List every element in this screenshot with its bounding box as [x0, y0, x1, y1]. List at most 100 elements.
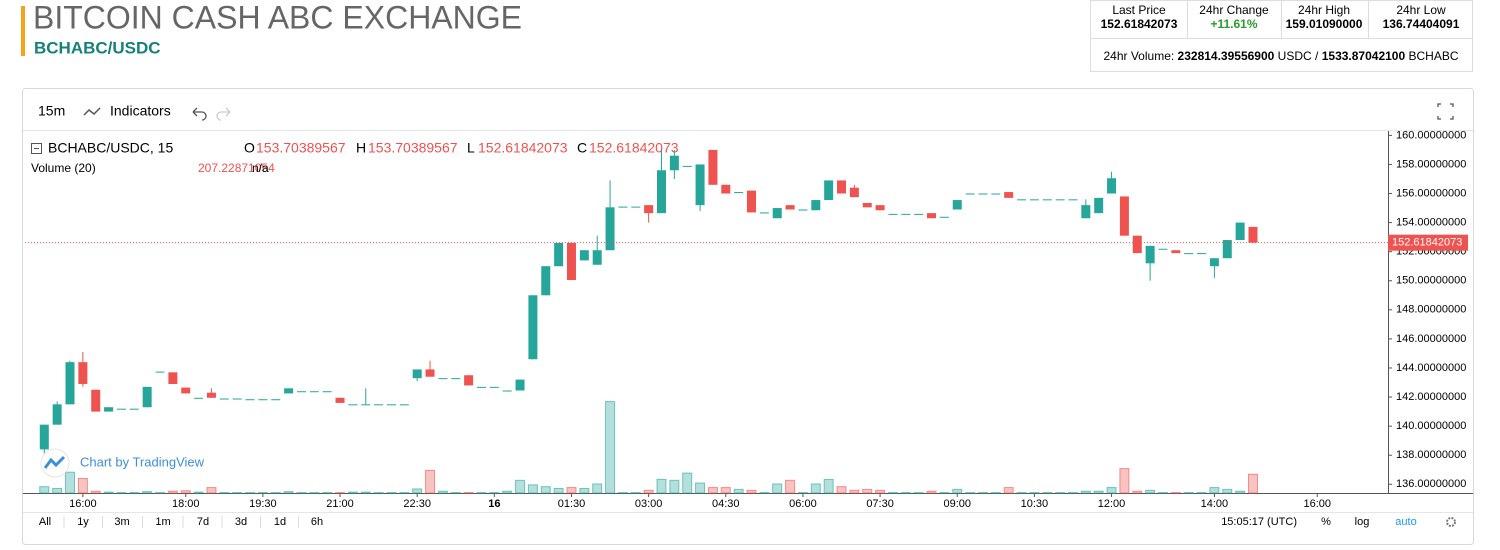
log-toggle[interactable]: log: [1355, 516, 1370, 528]
candle-body: [502, 390, 512, 392]
x-tick-label: 16: [488, 498, 500, 510]
y-tick-label: 160.00000000: [1396, 129, 1466, 141]
volume-bar: [412, 488, 423, 494]
candle-body: [875, 205, 885, 211]
volume-label: 24hr Volume:: [1103, 49, 1174, 63]
collapse-icon[interactable]: [31, 143, 42, 154]
volume-bar: [347, 491, 358, 494]
base-unit: BCHABC: [1408, 49, 1458, 63]
volume-bar: [682, 472, 693, 494]
percent-toggle[interactable]: %: [1321, 516, 1331, 528]
range-button[interactable]: 3d: [235, 516, 247, 528]
legend-ohlc-label: O: [244, 140, 255, 156]
candle-body: [258, 399, 268, 401]
legend-close: 152.61842073: [589, 140, 679, 156]
candle-body: [798, 209, 808, 211]
candle-body: [451, 378, 461, 380]
range-button[interactable]: 3m: [114, 516, 129, 528]
candle-body: [438, 378, 448, 380]
auto-toggle[interactable]: auto: [1395, 516, 1416, 528]
accent-bar: [21, 6, 25, 56]
candle-body: [515, 379, 525, 391]
settings-button[interactable]: [1446, 517, 1456, 527]
volume-bar: [810, 483, 821, 494]
candle-body: [1222, 240, 1232, 259]
range-button[interactable]: All: [39, 516, 51, 528]
y-tick-label: 150.00000000: [1396, 275, 1466, 287]
range-button[interactable]: 1y: [77, 516, 89, 528]
candle-body: [644, 205, 654, 214]
stat-value: +11.61%: [1210, 17, 1257, 31]
candle-body: [1235, 222, 1245, 241]
candle-body: [168, 372, 178, 384]
legend-ohlc-label: C: [577, 140, 587, 156]
candle-body: [78, 362, 88, 384]
candle-body: [901, 213, 911, 215]
range-button[interactable]: 7d: [197, 516, 209, 528]
candle-body: [309, 391, 319, 393]
range-button[interactable]: 1m: [155, 516, 170, 528]
candle-body: [888, 213, 898, 215]
volume-bar: [360, 491, 371, 494]
volume-bar: [52, 487, 63, 494]
volume-bar: [862, 488, 873, 494]
redo-button[interactable]: [216, 107, 231, 121]
volume-bar: [669, 479, 680, 494]
candle-body: [952, 200, 962, 210]
candle-body: [91, 389, 101, 412]
volume-bar: [849, 489, 860, 494]
watermark-logo: [43, 455, 66, 469]
candle-body: [734, 192, 744, 194]
volume-bar: [746, 489, 757, 494]
interval-button[interactable]: 15m: [38, 103, 65, 119]
volume-bar: [283, 491, 294, 494]
x-tick-label: 09:00: [943, 498, 971, 510]
y-tick-label: 144.00000000: [1396, 362, 1466, 374]
undo-button[interactable]: [192, 107, 207, 121]
volume-bar: [515, 479, 526, 494]
candle-body: [592, 250, 602, 265]
y-tick-label: 136.00000000: [1396, 478, 1466, 490]
volume-bar: [772, 483, 783, 494]
volume-bar: [1080, 490, 1091, 494]
legend-ohlc-label: H: [356, 140, 366, 156]
volume-bar: [823, 478, 834, 494]
candle-body: [1094, 197, 1104, 214]
y-tick-label: 138.00000000: [1396, 449, 1466, 461]
volume-bar: [785, 479, 796, 494]
candle-body: [785, 205, 795, 210]
watermark[interactable]: Chart by TradingView: [80, 454, 205, 469]
candle-body: [116, 408, 126, 410]
y-tick-label: 148.00000000: [1396, 304, 1466, 316]
candle-body: [361, 404, 371, 406]
volume-bar: [720, 487, 731, 494]
volume-bar: [1119, 468, 1130, 494]
volume-bar: [1003, 487, 1014, 494]
range-button[interactable]: 6h: [311, 516, 323, 528]
volume-bar: [643, 489, 654, 494]
volume-bar: [502, 490, 513, 494]
volume-bar: [1247, 473, 1258, 494]
candle-body: [991, 193, 1001, 195]
volume-bar: [605, 401, 616, 494]
candle-body: [155, 371, 165, 373]
candle-body: [605, 207, 615, 251]
candle-body: [669, 155, 679, 171]
base-volume: 1533.87042100: [1322, 49, 1406, 63]
chart-frame: [22, 88, 1474, 545]
volume-legend-extra: n/a: [252, 161, 269, 175]
indicators-button[interactable]: Indicators: [110, 103, 171, 119]
candle-body: [1158, 248, 1168, 250]
x-tick-label: 16:00: [1304, 498, 1332, 510]
fullscreen-button[interactable]: [1437, 103, 1454, 120]
candle-body: [374, 404, 384, 406]
quote-unit: USDC: [1278, 49, 1312, 63]
volume-legend-value: 207.22871054: [198, 161, 275, 175]
candle-body: [1145, 245, 1155, 264]
candle-body: [464, 375, 474, 386]
candle-body: [541, 266, 551, 296]
candle-body: [747, 190, 757, 213]
volume-bar: [90, 490, 101, 494]
range-button[interactable]: 1d: [274, 516, 286, 528]
